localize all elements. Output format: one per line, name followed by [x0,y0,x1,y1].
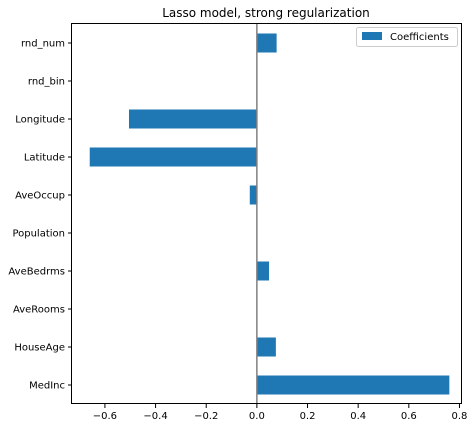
bar-avebedrms [256,261,270,281]
bar-longitude [128,109,257,129]
bar-latitude [89,147,257,167]
bar-aveoccup [249,185,257,205]
legend: Coefficients [356,27,458,47]
bar-rnd-num [256,33,277,53]
x-tick-label: 0.4 [350,411,366,422]
y-tick-label-aveoccup: AveOccup [15,191,65,202]
y-tick-label-medinc: MedInc [29,381,65,392]
x-tick-label: 0.8 [452,411,467,422]
y-tick-label-avebedrms: AveBedrms [8,267,65,278]
y-tick-label-rnd-num: rnd_num [21,39,65,50]
bars-group [89,33,450,395]
chart-title: Lasso model, strong regularization [162,6,370,20]
y-tick-label-rnd-bin: rnd_bin [28,77,65,88]
y-tick-label-population: Population [12,229,65,240]
x-tick-label: −0.2 [194,411,218,422]
y-axis-ticks: MedInc HouseAge AveRooms AveBedrms Populatio… [8,39,72,392]
x-tick-label: 0.0 [249,411,265,422]
legend-label-coefficients: Coefficients [390,32,449,43]
x-axis-ticks: −0.6 −0.4 −0.2 0.0 0.2 0.4 0.6 0.8 [93,404,467,422]
bar-houseage [256,337,276,357]
bar-medinc [256,375,450,395]
y-tick-label-longitude: Longitude [15,115,65,126]
x-tick-label: 0.2 [300,411,316,422]
x-tick-label: −0.4 [143,411,167,422]
legend-swatch [362,32,382,40]
x-tick-label: 0.6 [401,411,417,422]
x-tick-label: −0.6 [93,411,117,422]
y-tick-label-averooms: AveRooms [13,305,65,316]
plot-frame [71,23,462,404]
y-tick-label-houseage: HouseAge [14,343,65,354]
y-tick-label-latitude: Latitude [24,153,65,164]
